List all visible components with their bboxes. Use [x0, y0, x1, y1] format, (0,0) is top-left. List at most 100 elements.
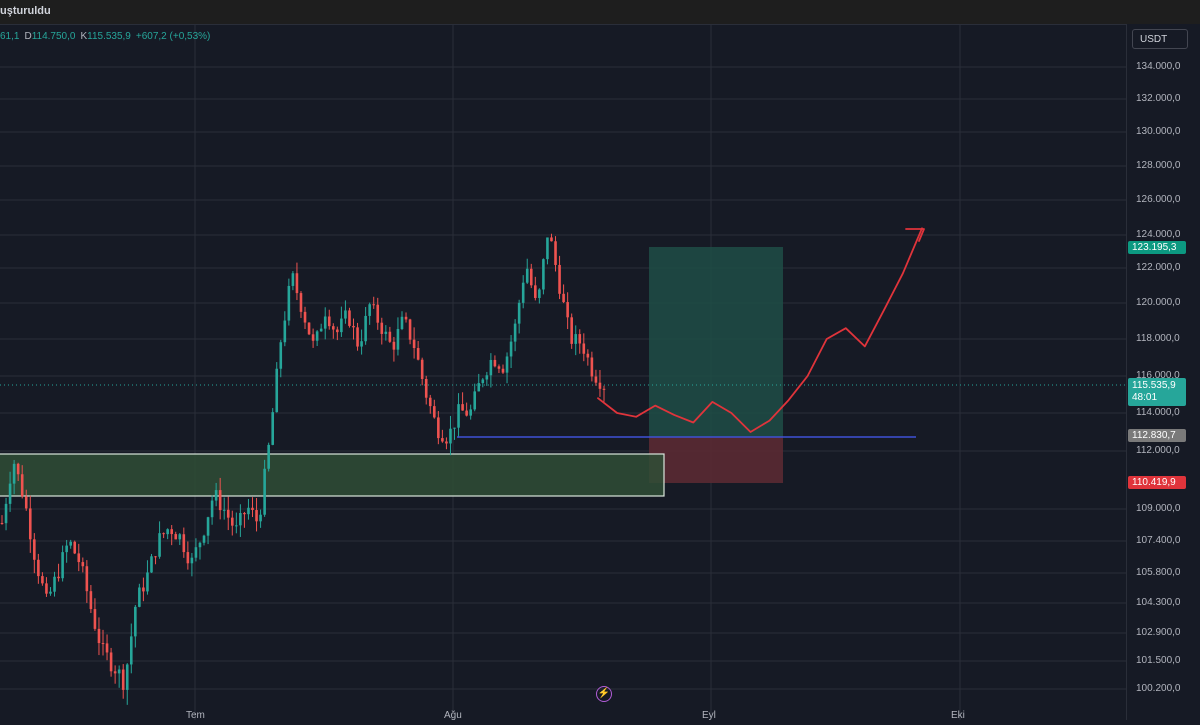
price-axis-label: 126.000,0: [1136, 194, 1181, 205]
candle-body: [166, 529, 169, 535]
price-axis-label: 134.000,0: [1136, 61, 1181, 72]
candle-body: [8, 483, 12, 504]
candle-body: [214, 490, 218, 501]
ohlc-close-value: 115.535,9: [87, 31, 131, 42]
candle-body: [93, 609, 97, 629]
candle-body: [348, 310, 351, 326]
candle-body: [210, 500, 214, 518]
stop-loss-zone[interactable]: [649, 437, 783, 483]
candle-body: [255, 510, 258, 522]
forecast-arrowhead: [905, 228, 925, 242]
chart-grid: [0, 24, 1126, 720]
price-axis-label: 114.000,0: [1136, 407, 1180, 418]
candle-body: [69, 541, 72, 546]
candle-body: [178, 534, 182, 540]
candle-body: [546, 237, 549, 260]
candle-body: [0, 523, 4, 524]
candle-body: [49, 591, 52, 594]
candle-body: [457, 404, 460, 428]
candle-body: [154, 556, 157, 558]
candle-body: [392, 341, 396, 350]
ohlc-low-label: D: [24, 31, 32, 42]
candle-body: [230, 517, 234, 526]
price-axis-label: 118.000,0: [1136, 333, 1180, 344]
candle-body: [332, 326, 335, 330]
candle-body: [566, 302, 569, 318]
stop-price-tag: 110.419,9: [1128, 476, 1186, 489]
profit-target-zone[interactable]: [649, 247, 783, 437]
current-price-tag: 115.535,9 48:01: [1128, 378, 1186, 406]
candle-body: [529, 268, 533, 286]
candle-body: [291, 273, 295, 286]
ohlc-legend: 61,1 D114.750,0 K115.535,9 +607,2 (+0,53%): [0, 31, 215, 42]
candle-body: [194, 547, 198, 558]
candle-body: [380, 322, 384, 334]
candle-body: [206, 517, 210, 536]
candle-body: [388, 331, 392, 342]
layout-title: uşturuldu: [0, 5, 51, 17]
price-axis-label: 105.800,0: [1136, 567, 1181, 578]
candle-body: [400, 316, 404, 330]
price-axis-label: 124.000,0: [1136, 229, 1181, 240]
candle-body: [477, 383, 481, 392]
lightning-icon[interactable]: ⚡: [596, 686, 612, 702]
top-bar: uşturuldu: [0, 0, 1200, 25]
candle-body: [202, 535, 206, 543]
ohlc-low-value: 114.750,0: [31, 31, 76, 42]
price-axis[interactable]: [1126, 24, 1200, 720]
candle-body: [186, 552, 190, 564]
candle-body: [416, 348, 420, 360]
candle-body: [65, 545, 68, 553]
candle-body: [558, 264, 561, 294]
price-axis-label: 122.000,0: [1136, 262, 1181, 273]
price-axis-label: 100.200,0: [1136, 683, 1181, 694]
candle-body: [53, 576, 56, 592]
candle-body: [517, 302, 521, 324]
candle-body: [243, 512, 246, 515]
candle-body: [578, 334, 582, 344]
candle-body: [142, 587, 145, 592]
demand-zone-box[interactable]: [0, 453, 665, 497]
forecast-path[interactable]: [597, 227, 923, 433]
candle-body: [20, 474, 24, 497]
candle-body: [586, 353, 590, 358]
currency-button[interactable]: USDT: [1132, 29, 1188, 49]
candle-body: [101, 643, 105, 645]
candle-body: [287, 285, 291, 321]
candle-body: [105, 643, 109, 653]
candle-body: [190, 557, 194, 564]
candle-body: [356, 327, 359, 347]
candle-body: [109, 652, 113, 672]
candle-body: [542, 259, 545, 290]
candle-body: [4, 503, 8, 524]
candle-body: [174, 534, 178, 540]
candle-body: [113, 671, 117, 674]
candle-body: [81, 562, 85, 567]
candle-body: [85, 566, 89, 592]
candle-body: [493, 359, 497, 367]
candle-body: [327, 316, 331, 327]
candle-body: [158, 533, 161, 557]
candle-body: [554, 241, 557, 265]
candle-body: [441, 438, 444, 442]
ohlc-open-value: 61,1: [0, 31, 20, 42]
candle-body: [509, 341, 513, 357]
price-axis-label: 102.900,0: [1136, 627, 1181, 638]
price-chart[interactable]: [0, 24, 1126, 720]
candle-body: [24, 496, 28, 509]
candle-body: [420, 359, 424, 379]
candle-body: [574, 334, 578, 344]
candle-body: [150, 556, 153, 573]
candle-body: [170, 529, 173, 535]
candle-body: [408, 319, 412, 340]
candle-body: [311, 334, 315, 341]
candle-body: [77, 553, 81, 563]
candle-body: [182, 534, 186, 553]
candle-body: [259, 514, 262, 522]
candle-body: [449, 428, 452, 444]
candle-body: [465, 410, 468, 416]
price-axis-label: 112.000,0: [1136, 445, 1180, 456]
price-axis-label: 132.000,0: [1136, 93, 1181, 104]
candle-body: [129, 636, 133, 665]
chart-area[interactable]: [0, 24, 1126, 720]
